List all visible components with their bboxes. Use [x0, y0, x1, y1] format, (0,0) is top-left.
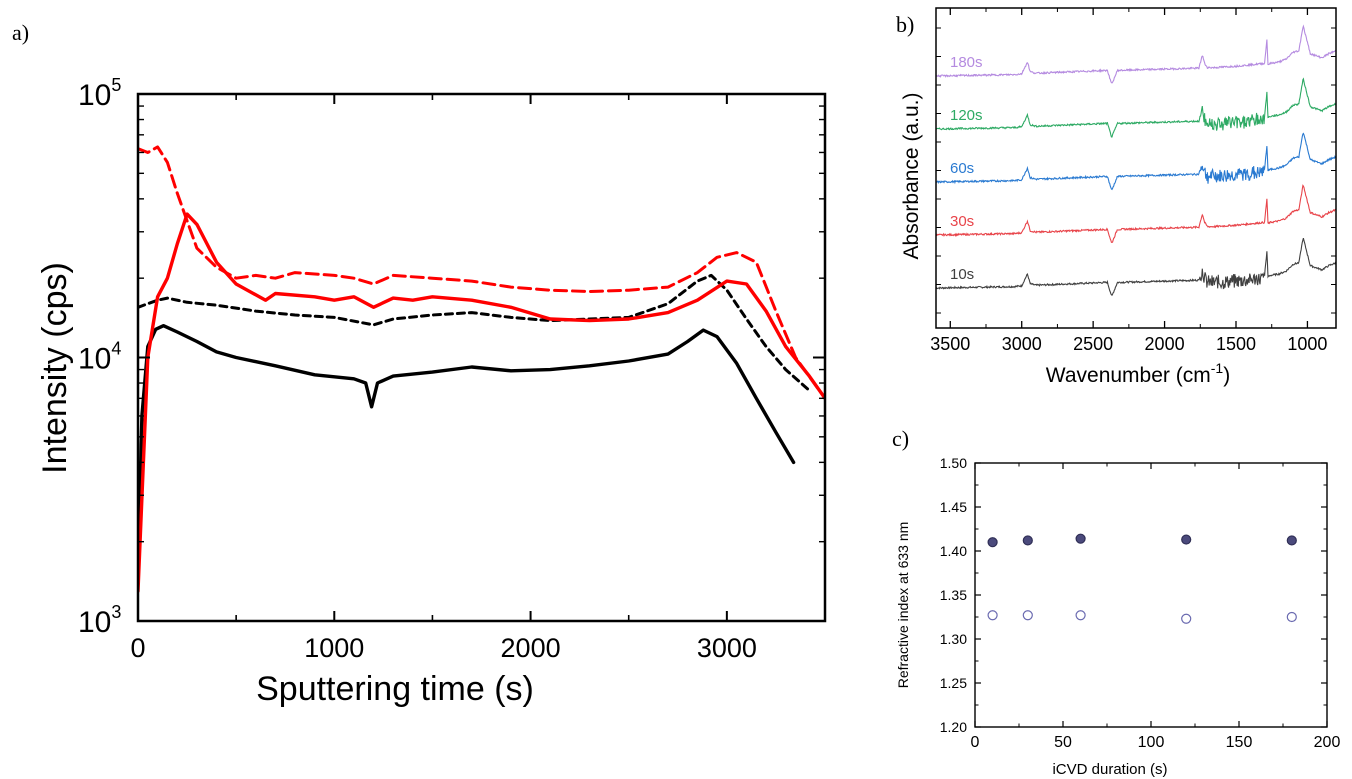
panel-b-frame: [935, 7, 1337, 329]
panel-b-xlabel-sup: -1: [1211, 360, 1224, 376]
panel-a-series-1: [138, 273, 811, 392]
panel-b-spectrum-10s: [935, 237, 1337, 297]
panel-c-y-tick-label: 1.25: [940, 675, 967, 691]
panel-c-point-filled: [987, 537, 998, 548]
panel-c-x-tick-label: 0: [971, 734, 980, 751]
panel-b-x-tick-label: 3500: [930, 334, 970, 354]
panel-a-y-tick-label: 103: [78, 602, 121, 639]
panel-c-y-tick-label: 1.50: [940, 455, 967, 471]
panel-a-series-2: [138, 212, 825, 593]
panel-a-series-0: [138, 324, 796, 577]
panel-c-point-open: [987, 610, 998, 621]
panel-b-x-tick-label: 3000: [1002, 334, 1042, 354]
panel-c-ylabel: Refractive index at 633 nm: [895, 522, 911, 689]
panel-a-label: a): [12, 20, 29, 45]
panel-c-plot-area: 0 50 100 150 200 1.20 1.25 1.30 1.35 1.40 1.45 1.50: [940, 455, 1341, 751]
panel-c-x-tick-label: 200: [1314, 734, 1341, 751]
panel-c-x-tick-label: 150: [1226, 734, 1253, 751]
panel-c-point-filled: [1286, 535, 1297, 546]
panel-c-y-tick-label: 1.45: [940, 499, 967, 515]
panel-c-point-open: [1022, 610, 1033, 621]
panel-a-x-tick-label: 3000: [697, 633, 757, 663]
panel-b-xlabel-end: ): [1223, 364, 1230, 387]
panel-b-xlabel: Wavenumber (cm-1): [1046, 360, 1230, 387]
panel-a-x-tick-label: 2000: [501, 633, 561, 663]
panel-a-plot-area: 0 1000 2000 3000 103 104 105: [78, 75, 827, 663]
panel-c-y-tick-label: 1.35: [940, 587, 967, 603]
panel-a-x-tick-label: 1000: [304, 633, 364, 663]
panel-c-y-tick-label: 1.30: [940, 631, 967, 647]
panel-b-x-tick-label: 2000: [1145, 334, 1185, 354]
panel-b-series-label-180s: 180s: [950, 54, 983, 71]
panel-c-x-tick-label: 50: [1054, 734, 1072, 751]
panel-b-plot-area: 10s 30s 60s 120s 180s 3500 3000 2500 2000 1500 100…: [930, 7, 1337, 354]
panel-b-label: b): [896, 12, 914, 37]
panel-a-ylabel: Intensity (cps): [36, 262, 74, 474]
panel-a-xlabel: Sputtering time (s): [256, 670, 534, 708]
panel-a-y-tick-label: 104: [78, 339, 121, 376]
panel-b-x-tick-label: 1500: [1216, 334, 1256, 354]
panel-b-spectrum-30s: [935, 184, 1337, 243]
panel-b-series-label-120s: 120s: [950, 107, 983, 124]
panel-c-y-tick-label: 1.40: [940, 543, 967, 559]
panel-c-point-open: [1181, 613, 1192, 624]
panel-c-y-tick-label: 1.20: [940, 719, 967, 735]
panel-b-x-tick-label: 2500: [1073, 334, 1113, 354]
panel-b-x-tick-label: 1000: [1287, 334, 1327, 354]
panel-b-series-label-60s: 60s: [950, 160, 974, 177]
panel-b-series-label-10s: 10s: [950, 266, 974, 283]
panel-c-point-filled: [1022, 535, 1033, 546]
panel-a-series-3: [138, 145, 825, 400]
panel-b-series-label-30s: 30s: [950, 213, 974, 230]
panel-c-point-filled: [1181, 534, 1192, 545]
panel-c-label: c): [892, 426, 909, 451]
panel-b-ylabel: Absorbance (a.u.): [900, 93, 923, 260]
panel-c-point-open: [1286, 611, 1297, 623]
panel-c-point-open: [1075, 610, 1086, 621]
panel-c-xlabel: iCVD duration (s): [1052, 761, 1167, 778]
panel-c-point-filled: [1075, 533, 1086, 544]
panel-c-x-tick-label: 100: [1138, 734, 1165, 751]
panel-b-xlabel-base: Wavenumber (cm: [1046, 364, 1211, 387]
panel-a-x-tick-label: 0: [130, 633, 145, 663]
panel-a: a) 0 1000 2000 3000 103 104 105 Sputtering tim…: [12, 20, 827, 708]
panel-b-spectrum-180s: [935, 24, 1337, 84]
panel-b-spectrum-60s: [935, 132, 1337, 191]
panel-a-y-tick-label: 105: [78, 75, 121, 112]
panel-c: c) 0 50 100 150 200 1.20 1.25 1.30 1.35 1.40 1.45 1…: [892, 426, 1340, 778]
panel-b: b) 10s 30s 60s 120s 180s 3500 3000 2500 2000 1500…: [896, 7, 1337, 387]
panel-b-spectrum-120s: [935, 77, 1336, 138]
